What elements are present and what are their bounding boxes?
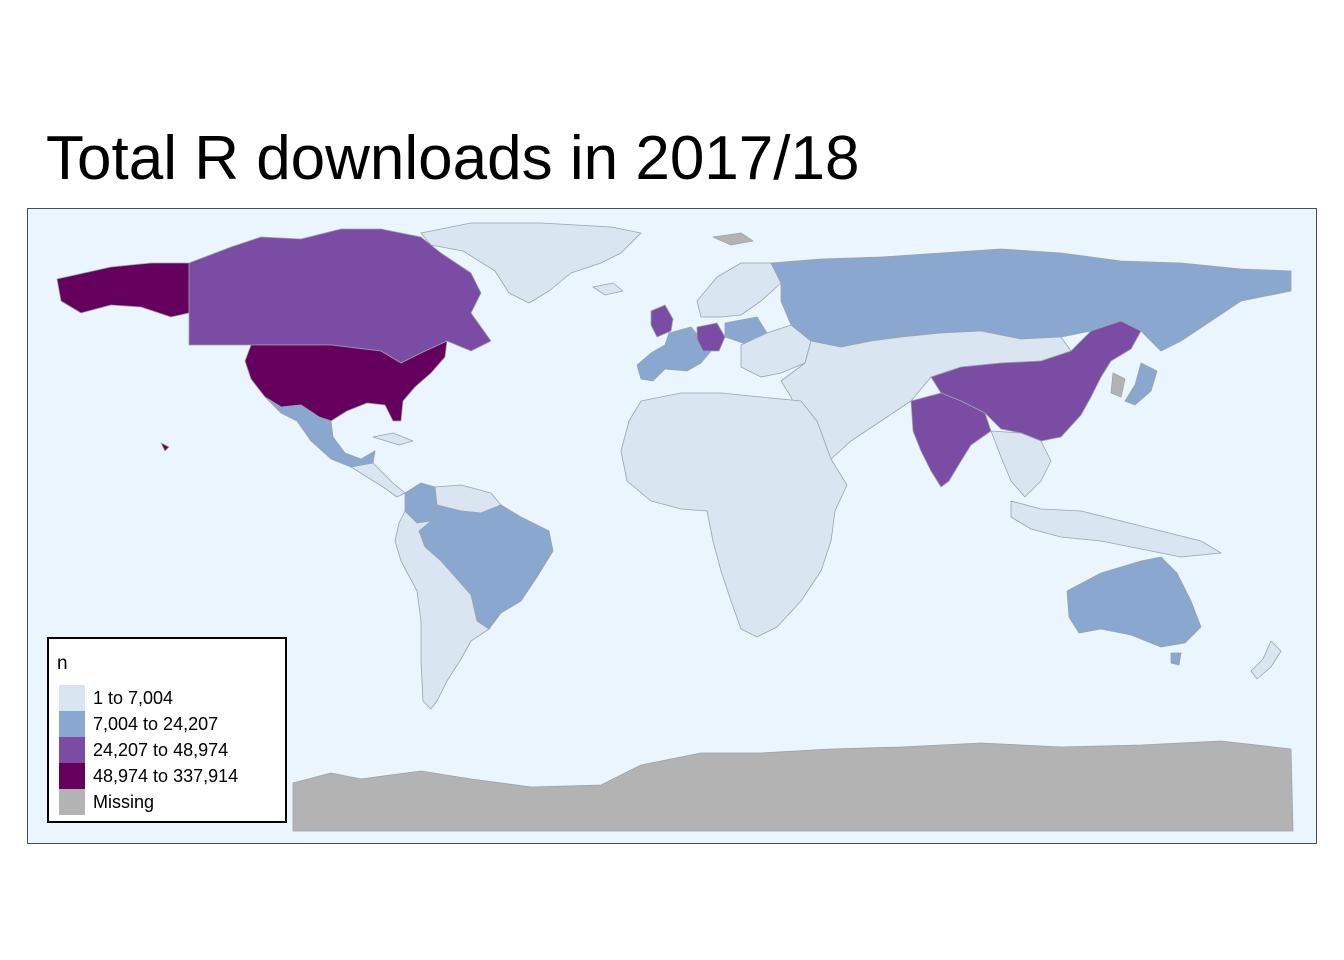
region-hawaii — [160, 442, 170, 452]
region-iceland — [592, 282, 624, 296]
region-russia — [770, 248, 1292, 352]
map-title: Total R downloads in 2017/18 — [46, 124, 860, 193]
region-mexico — [264, 396, 376, 468]
legend-label: 48,974 to 337,914 — [93, 766, 239, 786]
region-japan — [1124, 362, 1158, 406]
legend: n 1 to 7,004 7,004 to 24,207 24,207 to 4… — [47, 637, 287, 823]
legend-item: 48,974 to 337,914 — [59, 763, 289, 789]
legend-title: n — [57, 653, 68, 674]
legend-item: 24,207 to 48,974 — [59, 737, 289, 763]
legend-swatch — [59, 737, 85, 763]
region-greenland — [420, 222, 642, 304]
legend-swatch — [59, 789, 85, 815]
legend-swatch — [59, 685, 85, 711]
region-southeast-asia — [990, 430, 1052, 498]
region-indonesia — [1010, 500, 1222, 558]
legend-swatch — [59, 763, 85, 789]
world-map: n 1 to 7,004 7,004 to 24,207 24,207 to 4… — [27, 208, 1317, 844]
legend-item: 1 to 7,004 — [59, 685, 289, 711]
legend-item: Missing — [59, 789, 289, 815]
region-scandinavia — [696, 262, 782, 318]
legend-label: 1 to 7,004 — [93, 688, 174, 708]
region-germany — [696, 322, 726, 352]
legend-swatch — [59, 711, 85, 737]
legend-label: 24,207 to 48,974 — [93, 740, 229, 760]
region-india — [910, 392, 992, 488]
region-central-america — [350, 462, 406, 498]
region-china — [930, 320, 1142, 442]
region-south-america-west — [394, 510, 490, 710]
legend-label: Missing — [93, 792, 155, 812]
legend-label: 7,004 to 24,207 — [93, 714, 219, 734]
legend-item: 7,004 to 24,207 — [59, 711, 289, 737]
region-alaska — [56, 262, 190, 318]
region-antarctica — [292, 740, 1294, 832]
region-uk — [650, 304, 674, 338]
region-australia — [1066, 556, 1202, 648]
world-map-svg — [56, 222, 1294, 832]
region-cuba — [372, 432, 414, 446]
region-new-zealand — [1250, 640, 1282, 680]
region-africa — [620, 392, 848, 638]
region-korea — [1110, 372, 1126, 398]
region-svalbard — [712, 232, 754, 246]
region-tasmania — [1170, 652, 1182, 666]
